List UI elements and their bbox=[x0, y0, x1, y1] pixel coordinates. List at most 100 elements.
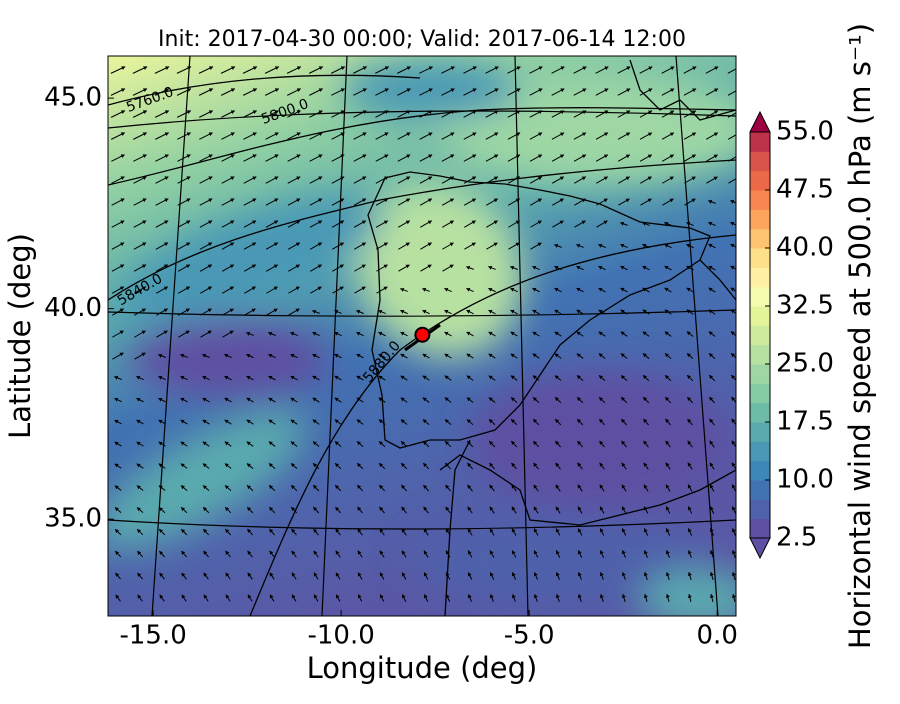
wind-arrow-head bbox=[290, 419, 295, 424]
wind-arrow-head bbox=[533, 484, 538, 489]
wind-arrow-head bbox=[334, 419, 339, 424]
wind-arrow-head bbox=[185, 330, 190, 335]
colorbar-band bbox=[750, 132, 770, 152]
wind-arrow-head bbox=[225, 507, 230, 512]
wind-arrow-head bbox=[246, 463, 251, 468]
wind-arrow-head bbox=[121, 88, 126, 92]
wind-arrow-head bbox=[643, 375, 647, 380]
wind-arrow-head bbox=[400, 419, 405, 424]
wind-arrow-head bbox=[489, 419, 493, 424]
wind-arrow-head bbox=[120, 132, 125, 137]
wind-arrow-head bbox=[713, 154, 718, 159]
wind-arrow-head bbox=[181, 594, 186, 599]
africa-coast bbox=[439, 454, 736, 526]
wind-arrow-head bbox=[467, 484, 472, 489]
wind-arrow-head bbox=[313, 594, 318, 599]
wind-arrow-head bbox=[290, 353, 295, 358]
colorbar-label: Horizontal wind speed at 500.0 hPa (m s⁻… bbox=[843, 23, 877, 649]
wind-arrow-head bbox=[230, 176, 235, 181]
wind-arrow-head bbox=[401, 463, 406, 468]
wind-arrow-head bbox=[687, 418, 692, 423]
wind-arrow-head bbox=[120, 220, 125, 225]
colorbar-band bbox=[750, 344, 770, 365]
wind-arrow-head bbox=[599, 550, 604, 555]
wind-arrow-head bbox=[185, 264, 190, 269]
wind-arrow-head bbox=[142, 242, 147, 247]
wind-arrow-head bbox=[137, 572, 142, 577]
wind-arrow-head bbox=[158, 375, 163, 380]
wind-arrow-head bbox=[665, 550, 670, 555]
wind-arrow-head bbox=[379, 441, 383, 446]
wind-arrow-head bbox=[708, 287, 713, 292]
wind-arrow-head bbox=[251, 242, 256, 247]
wind-arrow-head bbox=[709, 506, 714, 511]
wind-arrow-head bbox=[467, 506, 472, 511]
wind-arrow-head bbox=[493, 242, 498, 247]
wind-arrow-head bbox=[339, 264, 344, 269]
wind-arrow-head bbox=[340, 66, 345, 70]
wind-arrow-head bbox=[621, 397, 626, 402]
wind-arrow-head bbox=[136, 375, 141, 380]
wind-arrow-head bbox=[186, 242, 191, 247]
wind-arrow-head bbox=[181, 507, 185, 512]
wind-arrow-head bbox=[159, 529, 164, 534]
wind-arrow-head bbox=[423, 594, 428, 599]
colorbar-band bbox=[750, 364, 770, 384]
wind-arrow-head bbox=[687, 353, 691, 358]
wind-arrow-head bbox=[317, 242, 322, 247]
wind-arrow-head bbox=[603, 198, 608, 203]
wind-arrow-head bbox=[379, 528, 384, 533]
wind-arrow-head bbox=[405, 242, 410, 247]
wind-arrow-head bbox=[115, 551, 120, 555]
wind-arrow-head bbox=[290, 441, 295, 446]
y-tick-label: 35.0 bbox=[44, 504, 102, 534]
wind-arrow-head bbox=[559, 154, 564, 159]
wind-arrow-head bbox=[274, 176, 279, 181]
wind-arrow-head bbox=[493, 176, 498, 181]
wind-arrow-head bbox=[620, 353, 625, 358]
wind-arrow-head bbox=[559, 220, 564, 225]
wind-arrow-head bbox=[576, 375, 581, 380]
wind-arrow-head bbox=[401, 441, 405, 446]
wind-arrow-head bbox=[269, 485, 274, 490]
parallel bbox=[108, 519, 736, 530]
wind-arrow-head bbox=[466, 353, 471, 358]
wind-arrow-head bbox=[691, 110, 696, 115]
wind-arrow-head bbox=[621, 550, 626, 555]
wind-arrow-head bbox=[225, 550, 230, 555]
wind-arrow-head bbox=[577, 462, 582, 467]
wind-arrow-head bbox=[422, 309, 427, 314]
wind-arrow-head bbox=[252, 220, 257, 225]
wind-arrow-head bbox=[731, 462, 736, 467]
wind-arrow-head bbox=[691, 132, 696, 137]
wind-arrow-head bbox=[296, 198, 301, 203]
wind-arrow-head bbox=[312, 353, 317, 358]
wind-arrow-head bbox=[736, 66, 740, 70]
wind-arrow-head bbox=[142, 154, 147, 159]
wind-arrow-head bbox=[224, 397, 229, 402]
wind-arrow-head bbox=[664, 221, 669, 226]
wind-arrow-head bbox=[230, 88, 235, 92]
wind-arrow-head bbox=[669, 132, 674, 137]
wind-arrow-head bbox=[357, 550, 362, 555]
wind-arrow-head bbox=[731, 375, 736, 380]
wind-arrow-head bbox=[576, 287, 581, 292]
wind-arrow-head bbox=[428, 88, 433, 93]
wind-arrow-head bbox=[335, 506, 340, 511]
wind-arrow-head bbox=[511, 550, 516, 555]
wind-arrow-head bbox=[665, 397, 670, 401]
wind-arrow-head bbox=[202, 397, 207, 402]
wind-arrow-head bbox=[406, 132, 411, 137]
wind-arrow-head bbox=[731, 572, 736, 576]
wind-arrow-head bbox=[471, 176, 476, 181]
wind-arrow-head bbox=[467, 419, 471, 424]
colorbar-over bbox=[749, 110, 771, 133]
wind-arrow-head bbox=[555, 397, 559, 402]
wind-arrow-head bbox=[339, 242, 344, 247]
wind-arrow-head bbox=[362, 154, 367, 159]
wind-arrow-head bbox=[318, 66, 323, 70]
wind-arrow-head bbox=[538, 66, 543, 71]
wind-arrow-head bbox=[317, 286, 322, 291]
wind-arrow-head bbox=[577, 506, 582, 511]
wind-arrow-head bbox=[538, 88, 543, 93]
